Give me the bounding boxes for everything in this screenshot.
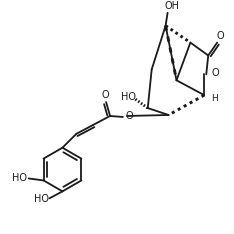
Text: O: O	[101, 90, 109, 100]
Text: O: O	[125, 111, 133, 121]
Text: HO: HO	[34, 194, 49, 204]
Text: O: O	[216, 31, 224, 41]
Text: O: O	[211, 68, 219, 78]
Text: OH: OH	[164, 1, 179, 11]
Text: HO: HO	[121, 92, 136, 102]
Text: HO: HO	[12, 173, 27, 183]
Text: H: H	[211, 94, 218, 103]
